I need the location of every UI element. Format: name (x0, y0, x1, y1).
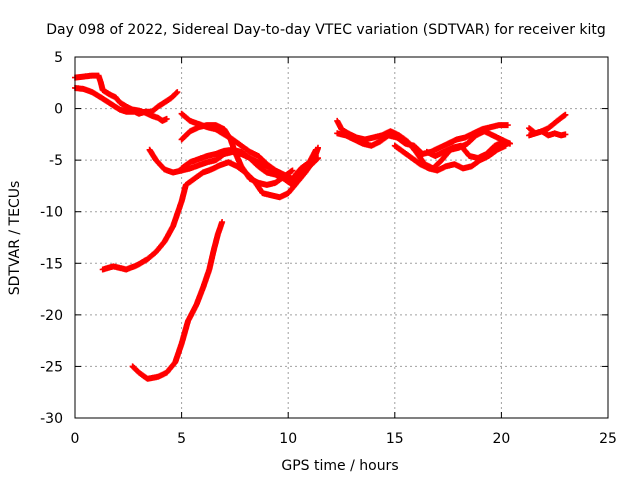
series-arc-14 (526, 128, 569, 139)
x-tick-label: 0 (71, 431, 80, 447)
y-tick-label: -30 (40, 411, 63, 427)
y-tick-label: -20 (40, 308, 63, 324)
y-tick-label: -5 (49, 153, 63, 169)
series-arc-1 (72, 72, 170, 124)
data-markers (391, 142, 509, 174)
x-tick-label: 10 (279, 431, 297, 447)
plot-frame (74, 56, 609, 419)
y-axis-title: SDTVAR / TECUs (7, 181, 23, 296)
data-markers (72, 84, 181, 117)
data-markers (526, 128, 569, 139)
series-arc-2 (72, 84, 181, 117)
y-tick-label: -15 (40, 256, 63, 272)
series-arc-11 (391, 142, 509, 174)
x-tick-label: 15 (386, 431, 404, 447)
grid (75, 57, 608, 418)
series-arc-8 (129, 219, 226, 382)
x-tick-label: 5 (177, 431, 186, 447)
y-tick-label: 0 (54, 102, 63, 118)
series-arc-7 (99, 144, 321, 273)
x-axis-title: GPS time / hours (281, 458, 398, 474)
x-axis: 0 5 10 15 20 25 (71, 57, 617, 447)
data-markers (99, 144, 321, 273)
series-arc-12 (423, 138, 513, 162)
data-markers (129, 219, 226, 382)
data-markers (423, 138, 513, 162)
chart-title: Day 098 of 2022, Sidereal Day-to-day VTE… (46, 22, 606, 38)
x-tick-label: 20 (492, 431, 510, 447)
series-group (72, 72, 569, 382)
data-markers (72, 72, 170, 124)
y-tick-label: -25 (40, 359, 63, 375)
y-tick-label: -10 (40, 205, 63, 221)
x-tick-label: 25 (599, 431, 617, 447)
y-axis: -30 -25 -20 -15 -10 -5 0 5 (40, 50, 608, 427)
y-tick-label: 5 (54, 50, 63, 66)
